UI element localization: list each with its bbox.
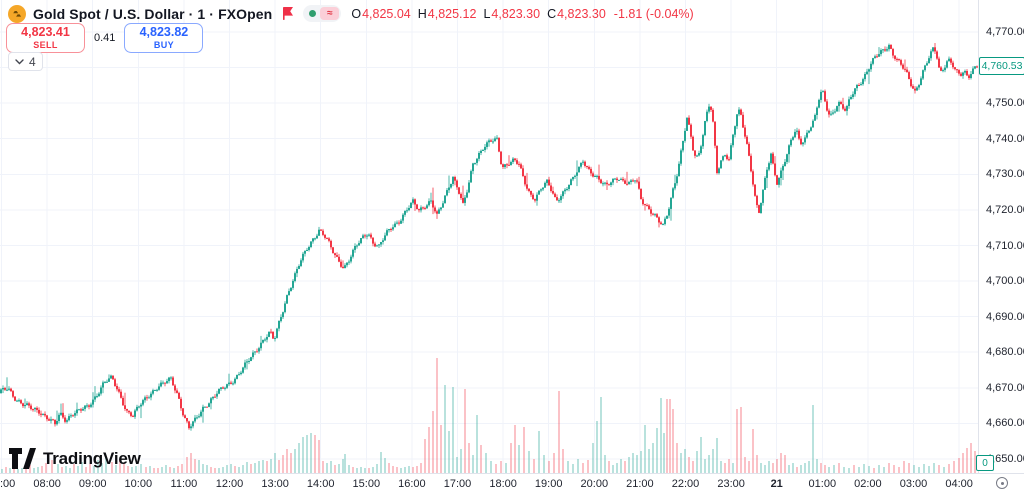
volume-bars bbox=[1, 358, 976, 473]
low-label: L bbox=[483, 6, 491, 21]
trade-panel: 4,823.41 SELL 0.41 4,823.82 BUY bbox=[6, 23, 204, 53]
market-open-icon bbox=[309, 10, 317, 17]
chart-canvas[interactable] bbox=[0, 0, 1024, 473]
time-tick-label: 12:00 bbox=[215, 478, 244, 490]
open-value: 4,825.04 bbox=[362, 6, 411, 21]
buy-label: BUY bbox=[153, 40, 175, 50]
sell-button[interactable]: 4,823.41 SELL bbox=[6, 23, 85, 53]
low-value: 4,823.30 bbox=[491, 6, 541, 21]
time-tick-label: 13:00 bbox=[261, 478, 289, 490]
object-tree-toggle[interactable]: 4 bbox=[8, 52, 43, 71]
time-tick-label: 08:00 bbox=[33, 478, 61, 490]
time-tick-label: 09:00 bbox=[78, 478, 107, 490]
timezone-settings-icon[interactable] bbox=[996, 477, 1008, 489]
title-separator-2: · bbox=[209, 5, 215, 22]
price-tick-label: 4,750.00 bbox=[986, 97, 1024, 110]
title-separator: · bbox=[188, 5, 194, 22]
time-tick-label: 16:00 bbox=[398, 478, 426, 490]
tradingview-wordmark: TradingView bbox=[43, 448, 141, 468]
timezone-dot bbox=[1000, 481, 1004, 485]
close-value: 4,823.30 bbox=[557, 6, 606, 21]
price-tick-label: 4,690.00 bbox=[986, 310, 1024, 323]
chart-legend: Gold Spot / U.S. Dollar · 1 · FXOpen ≈ O 4,82… bbox=[8, 4, 694, 23]
close-label: C bbox=[547, 6, 557, 21]
time-tick-label: 03:00 bbox=[899, 478, 928, 490]
time-tick-label: 04:00 bbox=[945, 478, 973, 490]
flag-icon[interactable] bbox=[281, 6, 294, 21]
gold-symbol-icon bbox=[8, 4, 26, 23]
time-tick-label: 14:00 bbox=[306, 478, 335, 490]
sell-price: 4,823.41 bbox=[21, 25, 70, 39]
price-tick-label: 4,700.00 bbox=[986, 275, 1024, 288]
time-axis[interactable]: 07:00 08:00 09:00 10:00 11:00 12:00 13:00 14:00… bbox=[0, 473, 1024, 494]
buy-button[interactable]: 4,823.82 BUY bbox=[124, 23, 204, 53]
volume-value-label: 0 bbox=[976, 455, 994, 471]
last-price-label: 4,760.53 bbox=[979, 57, 1024, 75]
time-tick-label: 15:00 bbox=[352, 478, 381, 490]
tradingview-logo-icon bbox=[9, 448, 36, 469]
symbol-name: Gold Spot / U.S. Dollar bbox=[33, 5, 185, 22]
time-tick-label: 19:00 bbox=[534, 478, 563, 490]
price-tick-label: 4,720.00 bbox=[986, 203, 1024, 216]
buy-price: 4,823.82 bbox=[139, 25, 189, 39]
time-tick-label: 02:00 bbox=[854, 478, 882, 490]
sell-label: SELL bbox=[33, 40, 58, 50]
time-tick-label: 01:00 bbox=[808, 478, 837, 490]
price-tick-label: 4,730.00 bbox=[986, 168, 1024, 181]
time-tick-label: 18:00 bbox=[489, 478, 517, 490]
time-tick-label: 21 bbox=[770, 478, 783, 490]
ohlc-readout: O 4,825.04 H 4,825.12 L 4,823.30 C 4,823.30 … bbox=[351, 7, 693, 21]
interval-value: 1 bbox=[197, 5, 206, 22]
price-tick-label: 4,710.00 bbox=[986, 239, 1024, 252]
delayed-data-badge: ≈ bbox=[320, 7, 340, 20]
price-tick-label: 4,670.00 bbox=[986, 381, 1024, 394]
time-tick-label: 11:00 bbox=[170, 478, 198, 490]
tradingview-watermark[interactable]: TradingView bbox=[9, 448, 141, 469]
price-tick-label: 4,770.00 bbox=[986, 26, 1024, 38]
symbol-title[interactable]: Gold Spot / U.S. Dollar · 1 · FXOpen bbox=[33, 6, 272, 22]
price-axis[interactable]: 4,770.00 4,750.00 4,740.00 4,730.00 4,720.00… bbox=[978, 0, 1024, 473]
price-tick-label: 4,660.00 bbox=[986, 417, 1024, 430]
market-status-pill[interactable]: ≈ bbox=[303, 5, 342, 22]
high-label: H bbox=[417, 6, 427, 21]
high-value: 4,825.12 bbox=[427, 6, 477, 21]
change-value: -1.81 (-0.04%) bbox=[613, 6, 694, 21]
price-tick-label: 4,740.00 bbox=[986, 132, 1024, 145]
time-tick-label: 07:00 bbox=[0, 478, 16, 490]
candlestick-series bbox=[0, 43, 978, 431]
time-tick-label: 20:00 bbox=[580, 478, 609, 490]
time-tick-label: 22:00 bbox=[671, 478, 700, 490]
time-tick-label: 17:00 bbox=[443, 478, 472, 490]
exchange-name: FXOpen bbox=[218, 5, 273, 22]
time-tick-label: 23:00 bbox=[717, 478, 745, 490]
time-tick-label: 21:00 bbox=[626, 478, 654, 490]
object-tree-count: 4 bbox=[29, 54, 36, 69]
price-tick-label: 4,680.00 bbox=[986, 346, 1024, 359]
chevron-down-icon bbox=[15, 58, 24, 64]
open-label: O bbox=[351, 6, 362, 21]
spread-value: 0.41 bbox=[94, 32, 116, 44]
price-tick-label: 4,650.00 bbox=[986, 453, 1024, 465]
time-tick-label: 10:00 bbox=[124, 478, 153, 490]
